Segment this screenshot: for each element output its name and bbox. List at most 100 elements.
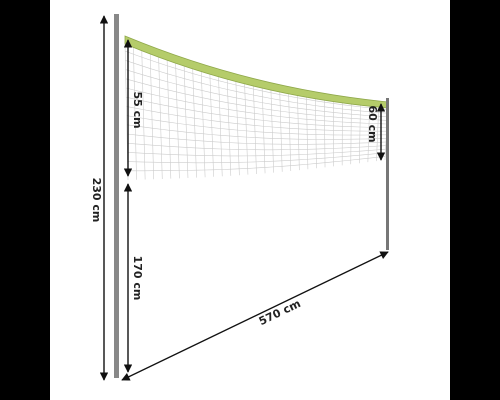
mesh-line [203, 133, 213, 135]
mesh-line [360, 118, 370, 120]
mesh-line [134, 107, 144, 110]
mesh-line [351, 113, 361, 116]
mesh-line [288, 95, 298, 99]
mesh-line [142, 83, 152, 86]
mesh-line [237, 136, 247, 138]
background [50, 0, 450, 400]
mesh-line [169, 129, 178, 132]
mesh-line [158, 54, 163, 179]
mesh-line [194, 132, 204, 135]
mesh-line [315, 105, 325, 108]
mesh-line [253, 94, 263, 98]
mesh-line [133, 53, 143, 58]
mesh-line [289, 122, 299, 124]
mesh-line [324, 111, 334, 113]
mesh-line [219, 107, 229, 110]
mesh-line [150, 59, 159, 64]
mesh-line [236, 97, 246, 100]
mesh-line [306, 99, 316, 102]
mesh-line [246, 124, 255, 126]
mesh-line [229, 129, 238, 131]
mesh-line [290, 164, 300, 166]
mesh-line [169, 138, 179, 140]
mesh-line [270, 87, 274, 173]
mesh-line [168, 113, 178, 116]
mesh-line [227, 82, 237, 86]
mesh-line [158, 62, 168, 67]
mesh-line [315, 124, 325, 126]
mesh-line [177, 107, 186, 110]
mesh-line [271, 109, 281, 112]
mesh-line [288, 90, 292, 171]
mesh-line [142, 91, 152, 95]
mesh-line [135, 116, 144, 119]
mesh-line [211, 113, 220, 116]
mesh-line [229, 135, 238, 137]
mesh-line [333, 156, 343, 158]
mesh-line [134, 80, 143, 84]
mesh-line [237, 129, 247, 132]
mesh-line [271, 115, 281, 117]
mesh-line [177, 115, 186, 118]
mesh-line [244, 80, 249, 175]
mesh-line [228, 115, 238, 118]
mesh-line [194, 125, 204, 127]
mesh-line [342, 117, 352, 119]
mesh-line [350, 150, 360, 153]
mesh-line [245, 99, 254, 102]
mesh-line [227, 95, 237, 99]
mesh-line [324, 97, 326, 168]
mesh-line [211, 127, 221, 129]
mesh-line [219, 100, 229, 104]
mesh-line [150, 68, 160, 72]
dimension-label: 230 cm [90, 178, 103, 223]
mesh-line [350, 158, 360, 161]
mesh-line [262, 96, 272, 99]
mesh-line [210, 92, 220, 95]
mesh-line [185, 93, 194, 97]
dimension-label: 55 cm [131, 91, 144, 128]
mesh-line [263, 125, 273, 128]
mesh-line [297, 97, 307, 100]
mesh-line [254, 131, 264, 133]
mesh-line [270, 92, 280, 95]
mesh-line [288, 101, 298, 104]
mesh-line [297, 107, 307, 110]
mesh-line [351, 118, 361, 120]
mesh-line [144, 144, 153, 146]
mesh-line [150, 76, 160, 80]
mesh-line [271, 120, 281, 123]
mesh-line [160, 120, 170, 123]
mesh-line [280, 110, 290, 113]
mesh-line [236, 104, 246, 107]
mesh-line [264, 166, 274, 168]
mesh-line [350, 154, 360, 157]
mesh-line [299, 163, 308, 166]
mesh-line [342, 155, 351, 157]
mesh-line [135, 134, 145, 137]
mesh-line [220, 121, 229, 124]
mesh-line [161, 137, 170, 139]
dimension-arrow [121, 251, 389, 381]
mesh-line [342, 121, 352, 123]
mesh-line [316, 157, 325, 159]
mesh-line [333, 116, 343, 118]
mesh-line [360, 114, 370, 116]
mesh-line [280, 121, 290, 124]
mesh-line [306, 124, 316, 126]
mesh-line [159, 87, 169, 91]
mesh-line [306, 104, 316, 106]
mesh-line [141, 56, 151, 61]
mesh-line [160, 112, 169, 115]
mesh-line [159, 95, 169, 99]
mesh-line [218, 87, 228, 90]
mesh-line [186, 131, 195, 134]
mesh-line [342, 104, 352, 107]
mesh-line [220, 128, 230, 130]
mesh-line [176, 99, 186, 102]
mesh-line [185, 116, 195, 119]
mesh-line [209, 71, 214, 177]
mesh-line [193, 80, 202, 84]
mesh-line [226, 76, 232, 176]
